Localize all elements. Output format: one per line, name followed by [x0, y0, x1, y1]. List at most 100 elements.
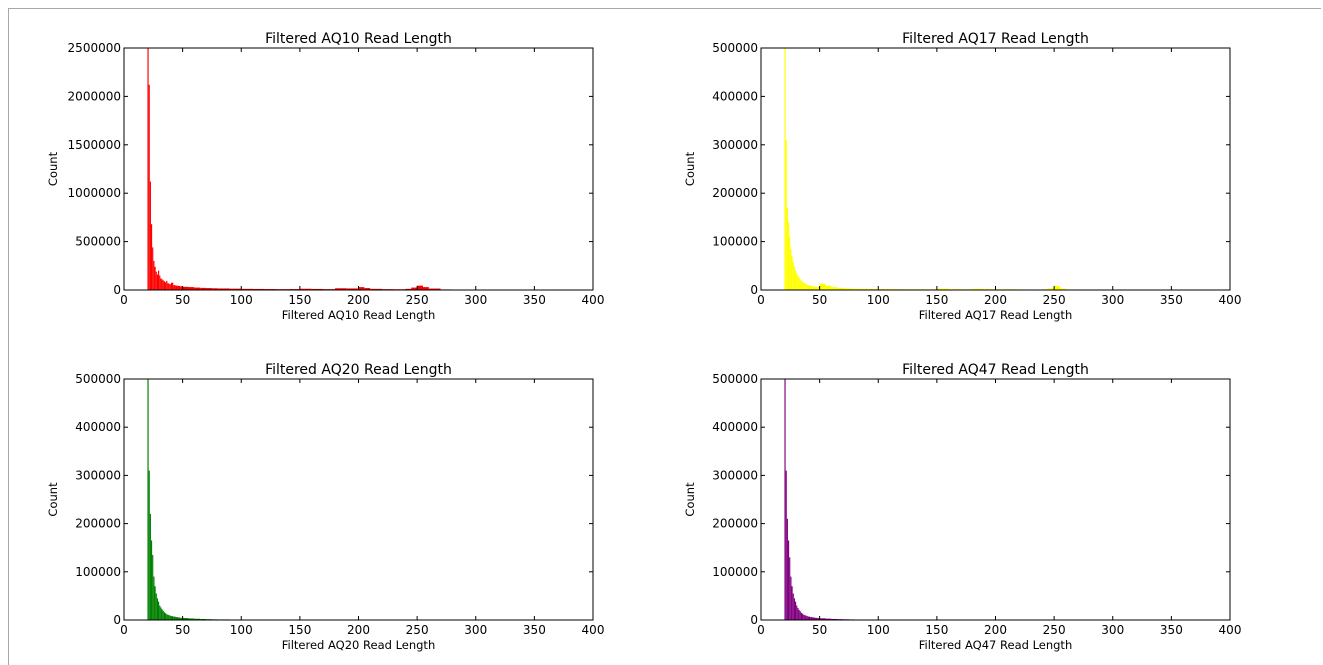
bar — [806, 284, 808, 290]
bar — [784, 48, 786, 290]
bar — [825, 618, 832, 620]
y-tick-label: 500000 — [712, 372, 758, 386]
bar — [789, 557, 791, 620]
y-tick-label: 1500000 — [68, 138, 121, 152]
y-tick-label: 1000000 — [68, 186, 121, 200]
bar — [411, 287, 418, 290]
bar — [819, 618, 826, 620]
bar — [161, 609, 163, 620]
y-axis-label: Count — [683, 482, 697, 517]
x-tick-label: 0 — [757, 623, 765, 637]
bar — [194, 287, 201, 290]
x-axis-label: Filtered AQ10 Read Length — [282, 308, 435, 322]
y-axis-label: Count — [46, 151, 60, 186]
y-axis-label: Count — [683, 151, 697, 186]
bar — [188, 618, 195, 620]
bar — [173, 616, 176, 620]
chart-title: Filtered AQ10 Read Length — [265, 31, 452, 47]
bar — [793, 598, 795, 620]
y-tick-label: 0 — [113, 283, 121, 297]
x-tick-label: 250 — [406, 623, 429, 637]
bar — [784, 379, 786, 620]
x-tick-label: 0 — [757, 293, 765, 307]
bar — [217, 288, 230, 290]
bar — [798, 609, 800, 620]
bar — [803, 614, 805, 620]
bar — [799, 611, 801, 620]
x-tick-label: 250 — [406, 293, 429, 307]
x-tick-label: 100 — [867, 623, 890, 637]
bar — [786, 207, 788, 290]
bar — [786, 518, 788, 620]
x-tick-label: 300 — [1101, 623, 1124, 637]
bar — [180, 617, 183, 620]
bar — [1059, 288, 1066, 290]
x-tick-label: 200 — [347, 293, 370, 307]
axes-frame — [760, 378, 1231, 621]
bar — [364, 288, 371, 290]
x-tick-label: 250 — [1043, 293, 1066, 307]
x-tick-label: 50 — [175, 293, 190, 307]
bar — [790, 576, 792, 620]
x-axis-label: Filtered AQ20 Read Length — [282, 638, 435, 652]
bar — [150, 224, 153, 290]
bar — [175, 617, 178, 620]
bar — [428, 288, 441, 290]
x-tick-label: 350 — [1160, 623, 1183, 637]
bar — [182, 286, 189, 290]
bar — [299, 288, 312, 290]
axes-frame — [760, 47, 1231, 291]
bar — [417, 285, 423, 290]
bar — [795, 270, 797, 290]
bar — [149, 181, 151, 290]
bar — [825, 285, 832, 290]
bar — [831, 618, 838, 620]
bar — [229, 288, 242, 290]
bar-series — [147, 379, 593, 620]
bar — [182, 618, 189, 620]
bar — [787, 222, 790, 290]
bar — [785, 470, 787, 620]
bar — [160, 607, 162, 620]
x-tick-label: 50 — [812, 293, 827, 307]
bar — [173, 285, 176, 290]
bar — [814, 617, 818, 620]
bar — [148, 470, 150, 620]
x-tick-label: 300 — [1101, 293, 1124, 307]
chart-title: Filtered AQ47 Read Length — [902, 362, 1089, 378]
bar — [154, 266, 156, 290]
bar — [200, 618, 207, 620]
chart-panel-2: 0 50 100 150 200 250 300 350 400 0 100000 200000 300… — [683, 31, 1241, 322]
bar — [800, 280, 803, 290]
bar — [800, 612, 803, 620]
bar — [796, 605, 798, 620]
x-tick-label: 200 — [984, 293, 1007, 307]
y-tick-label: 300000 — [712, 138, 758, 152]
bar — [153, 576, 155, 620]
y-tick-label: 0 — [750, 283, 758, 297]
x-tick-label: 400 — [582, 293, 605, 307]
x-tick-label: 150 — [288, 293, 311, 307]
bar — [149, 513, 151, 620]
y-tick-label: 500000 — [75, 372, 121, 386]
bar — [817, 618, 820, 620]
bar — [805, 615, 807, 620]
bar — [165, 282, 167, 290]
x-tick-label: 200 — [984, 623, 1007, 637]
bar — [807, 285, 811, 290]
bar — [153, 260, 155, 290]
bar — [169, 615, 171, 620]
bar — [147, 48, 149, 290]
x-tick-label: 350 — [523, 623, 546, 637]
bar — [792, 593, 794, 620]
bar — [793, 266, 795, 290]
bar — [168, 615, 170, 620]
bar — [972, 288, 984, 290]
bar — [156, 274, 158, 290]
bar — [843, 288, 849, 290]
bar — [804, 615, 806, 620]
bar — [810, 617, 813, 620]
bar — [167, 614, 169, 620]
x-tick-label: 50 — [812, 623, 827, 637]
bar — [158, 270, 160, 290]
